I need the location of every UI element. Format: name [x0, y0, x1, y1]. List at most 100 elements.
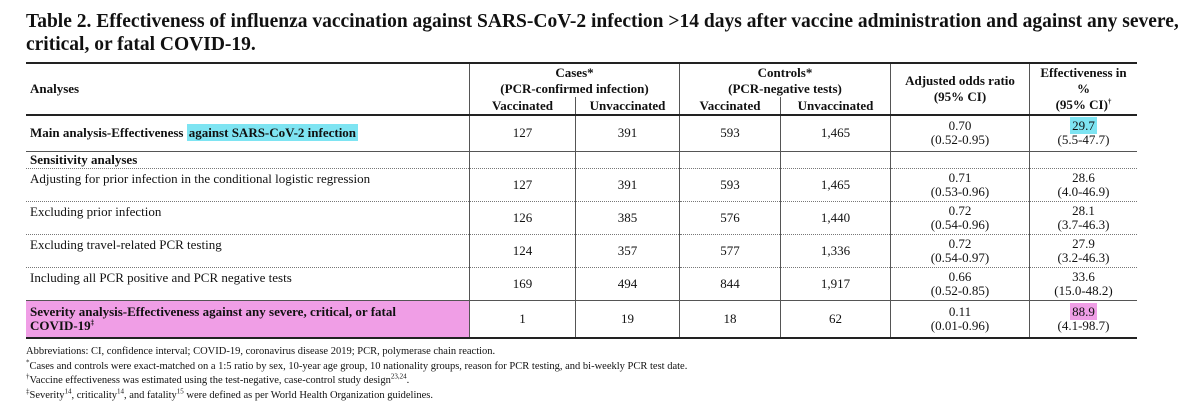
severity-footnote-mark: ‡ — [90, 318, 95, 327]
cell-controls-vaccinated: 576 — [679, 201, 781, 234]
aor-value: 0.11 — [948, 303, 972, 319]
header-eff-title: Effectiveness in % — [1040, 65, 1127, 96]
aor-ci: (0.52-0.95) — [930, 132, 990, 148]
cell-cases-unvaccinated: 391 — [575, 168, 680, 201]
eff-ci: (15.0-48.2) — [1054, 282, 1113, 298]
eff-ci: (3.7-46.3) — [1057, 216, 1110, 232]
footnote-matching: *Cases and controls were exact-matched o… — [26, 358, 1186, 375]
footnote-text: were defined as per World Health Organiz… — [183, 389, 433, 401]
row-label: Adjusting for prior infection in the con… — [30, 170, 371, 186]
cell-controls-unvaccinated: 1,917 — [780, 267, 891, 300]
cell-effectiveness: 28.1 (3.7-46.3) — [1029, 201, 1137, 234]
main-row-label: Main analysis-Effectiveness against SARS… — [26, 115, 470, 151]
eff-value: 33.6 — [1072, 268, 1095, 284]
footnote-text: Vaccine effectiveness was estimated usin… — [29, 375, 391, 386]
table-row: Excluding prior infection 126 385 576 1,… — [26, 201, 1137, 234]
eff-ci: (4.1-98.7) — [1057, 317, 1110, 333]
eff-value: 28.6 — [1072, 169, 1095, 185]
footnote-mark: * — [26, 358, 30, 366]
header-controls-title: Controls* — [757, 64, 813, 80]
footnote-definitions: ‡Severity14, criticality14, and fatality… — [26, 387, 1186, 404]
aor-value: 0.66 — [948, 268, 972, 284]
row-label: Including all PCR positive and PCR negat… — [30, 269, 292, 285]
cell-aor: 0.72 (0.54-0.96) — [890, 201, 1030, 234]
header-controls-vaccinated: Vaccinated — [679, 97, 781, 116]
header-cases-title: Cases* — [555, 64, 594, 80]
header-cases-unvaccinated: Unvaccinated — [575, 97, 680, 116]
cell-cases-unvaccinated: 385 — [575, 201, 680, 234]
cell-cases-vaccinated: 126 — [469, 201, 576, 234]
header-effectiveness: Effectiveness in % (95% CI)† — [1029, 62, 1137, 115]
cell-controls-vaccinated: 18 — [679, 300, 781, 338]
table-row-main: Main analysis-Effectiveness against SARS… — [26, 115, 1137, 151]
cell-controls-vaccinated: 577 — [679, 234, 781, 267]
cell-controls-unvaccinated: 1,440 — [780, 201, 891, 234]
sensitivity-header: Sensitivity analyses — [30, 151, 138, 167]
header-controls-subtitle: (PCR-negative tests) — [728, 80, 842, 96]
reference-superscript: 23,24 — [390, 372, 407, 381]
cell-controls-vaccinated: 593 — [679, 168, 781, 201]
header-aor: Adjusted odds ratio (95% CI) — [890, 62, 1030, 115]
footnote-text: Severity — [29, 389, 65, 401]
cell-aor: 0.70 (0.52-0.95) — [890, 115, 1030, 151]
cell-aor: 0.71 (0.53-0.96) — [890, 168, 1030, 201]
cell-effectiveness: 88.9 (4.1-98.7) — [1029, 300, 1137, 338]
cell-controls-unvaccinated: 1,465 — [780, 115, 891, 151]
header-aor-subtitle: (95% CI) — [933, 89, 987, 104]
cell-controls-unvaccinated: 62 — [780, 300, 891, 338]
eff-ci: (4.0-46.9) — [1057, 183, 1110, 199]
aor-ci: (0.54-0.97) — [930, 249, 990, 265]
table-row-severity: Severity analysis-Effectiveness against … — [26, 300, 1137, 338]
cell-controls-unvaccinated: 1,336 — [780, 234, 891, 267]
footnotes: Abbreviations: CI, confidence interval; … — [26, 345, 1186, 403]
reference-superscript: 14 — [116, 387, 124, 395]
table-row: Adjusting for prior infection in the con… — [26, 168, 1137, 201]
eff-value: 29.7 — [1070, 117, 1097, 135]
cell-controls-vaccinated: 844 — [679, 267, 781, 300]
table-title: Table 2. Effectiveness of influenza vacc… — [26, 11, 1179, 55]
eff-value: 28.1 — [1072, 202, 1095, 218]
header-cases-subtitle: (PCR-confirmed infection) — [500, 80, 649, 96]
aor-value: 0.70 — [948, 118, 972, 134]
cell-cases-vaccinated: 1 — [469, 300, 576, 338]
header-controls-unvaccinated: Unvaccinated — [780, 97, 891, 116]
footnote-mark: ‡ — [26, 387, 30, 395]
footnote-abbreviations: Abbreviations: CI, confidence interval; … — [26, 346, 496, 357]
footnote-mark: † — [26, 372, 30, 381]
cell-aor: 0.66 (0.52-0.85) — [890, 267, 1030, 300]
header-controls: Controls* (PCR-negative tests) — [679, 62, 891, 97]
cell-cases-vaccinated: 124 — [469, 234, 576, 267]
cell-controls-unvaccinated: 1,465 — [780, 168, 891, 201]
aor-value: 0.72 — [948, 202, 972, 218]
header-cases-vaccinated: Vaccinated — [469, 97, 576, 116]
header-eff-footnote-mark: † — [1107, 97, 1112, 106]
aor-ci: (0.01-0.96) — [930, 317, 990, 333]
footnote-text: , and fatality — [123, 389, 177, 401]
eff-ci: (5.5-47.7) — [1057, 132, 1110, 148]
aor-value: 0.71 — [948, 169, 972, 185]
cell-cases-unvaccinated: 494 — [575, 267, 680, 300]
footnote-text: , criticality — [71, 389, 117, 401]
severity-row-label: Severity analysis-Effectiveness against … — [26, 300, 470, 338]
cell-effectiveness: 27.9 (3.2-46.3) — [1029, 234, 1137, 267]
footnote-text-end: . — [406, 375, 410, 386]
header-analyses: Analyses — [26, 62, 470, 115]
eff-ci: (3.2-46.3) — [1057, 249, 1110, 265]
eff-value: 88.9 — [1070, 302, 1097, 320]
table-row: Including all PCR positive and PCR negat… — [26, 267, 1137, 300]
row-label: Excluding travel-related PCR testing — [30, 236, 222, 252]
row-label: Excluding prior infection — [30, 203, 162, 219]
cell-effectiveness: 29.7 (5.5-47.7) — [1029, 115, 1137, 151]
main-label-highlight: against SARS-CoV-2 infection — [186, 124, 359, 142]
eff-value: 27.9 — [1072, 235, 1095, 251]
cell-cases-unvaccinated: 19 — [575, 300, 680, 338]
reference-superscript: 14 — [64, 387, 72, 395]
footnote-text: Cases and controls were exact-matched on… — [29, 360, 688, 372]
cell-aor: 0.72 (0.54-0.97) — [890, 234, 1030, 267]
header-eff-subtitle: (95% CI) — [1055, 97, 1108, 112]
cell-cases-unvaccinated: 391 — [575, 115, 680, 151]
cell-cases-vaccinated: 169 — [469, 267, 576, 300]
cell-effectiveness: 33.6 (15.0-48.2) — [1029, 267, 1137, 300]
cell-effectiveness: 28.6 (4.0-46.9) — [1029, 168, 1137, 201]
cell-cases-unvaccinated: 357 — [575, 234, 680, 267]
